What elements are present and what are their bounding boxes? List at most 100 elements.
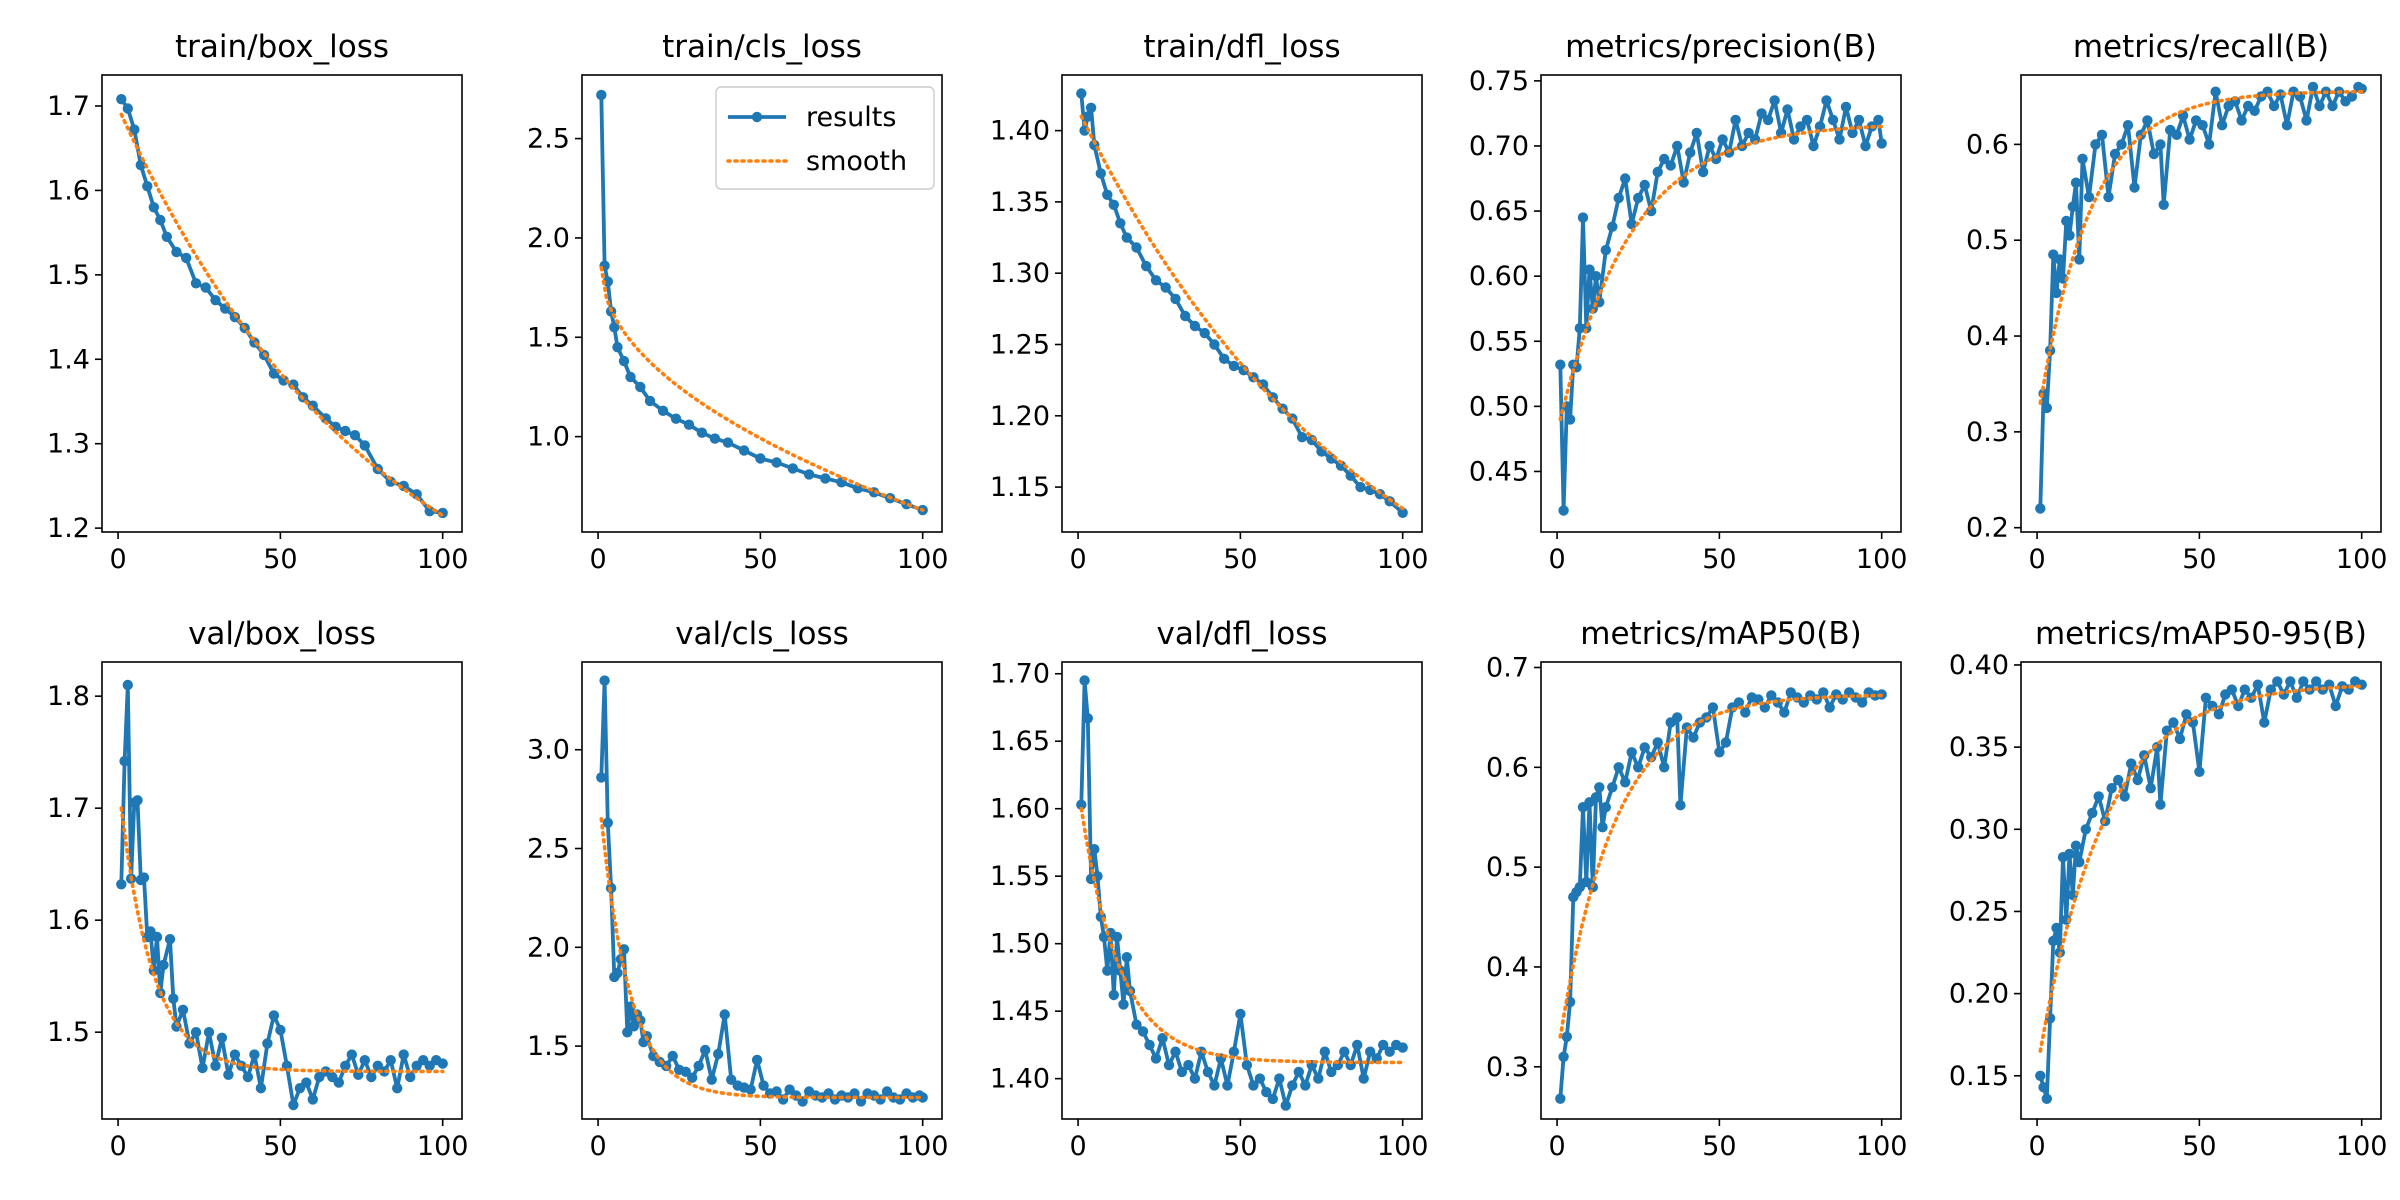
results-point: [2148, 148, 2160, 160]
results-point: [2311, 676, 2322, 687]
results-point: [1209, 1080, 1220, 1091]
results-point: [1199, 327, 1210, 339]
results-point: [2054, 254, 2065, 265]
results-point: [687, 1072, 698, 1083]
results-point: [155, 214, 166, 226]
results-point: [2087, 807, 2098, 819]
results-point: [1163, 1059, 1175, 1071]
y-tick-label: 0.20: [1949, 979, 2009, 1010]
y-tick-label: 1.3: [47, 429, 90, 460]
results-point: [820, 473, 831, 484]
x-tick-label: 50: [1223, 1131, 1257, 1162]
results-point: [1613, 762, 1624, 773]
results-point: [1818, 687, 1829, 698]
results-point: [2103, 191, 2114, 203]
results-point: [1121, 232, 1133, 243]
series-results-line: [1079, 93, 1404, 515]
results-point: [2041, 1093, 2052, 1105]
results-point: [1274, 1073, 1285, 1084]
series-smooth-line: [1079, 806, 1405, 1065]
results-point: [275, 1024, 286, 1036]
results-point: [1740, 707, 1751, 718]
series-smooth-line: [1558, 124, 1884, 422]
results-point: [203, 1027, 215, 1038]
results-point: [1108, 199, 1120, 210]
results-point: [2249, 105, 2260, 117]
results-point: [1365, 1046, 1376, 1057]
series-results-line: [119, 98, 443, 515]
results-point: [346, 1049, 357, 1060]
results-point: [135, 159, 146, 171]
results-point: [1095, 168, 1107, 179]
results-point: [599, 675, 610, 686]
x-tick-label: 100: [2336, 1131, 2388, 1162]
subplot-train-dfl-loss: train/dfl_loss 0 50 100 1.15 1.20 1.25 1.30 1.35…: [990, 29, 1429, 575]
x-tick-label: 0: [1548, 544, 1565, 575]
results-point: [2307, 81, 2319, 93]
y-tick-label: 1.7: [47, 91, 90, 122]
results-point: [644, 395, 656, 407]
results-point: [288, 1099, 299, 1111]
results-point: [1267, 1093, 1279, 1105]
results-point: [1675, 800, 1686, 811]
y-tick-label: 1.8: [47, 681, 90, 712]
results-point: [2210, 86, 2221, 97]
results-point: [340, 1060, 351, 1072]
results-point: [2126, 758, 2137, 769]
results-point: [609, 322, 620, 333]
results-point: [1824, 702, 1835, 713]
x-tick-label: 0: [1069, 1131, 1086, 1162]
plot-area: [116, 679, 448, 1111]
x-tick-label: 100: [1377, 1131, 1429, 1162]
series-smooth-line: [2038, 89, 2364, 405]
results-point: [2298, 676, 2309, 687]
results-point: [122, 679, 133, 691]
results-point: [359, 440, 370, 451]
axes-frame: [101, 74, 463, 533]
subplot-title: train/dfl_loss: [1143, 29, 1340, 65]
results-point: [1102, 965, 1113, 976]
results-point: [2181, 709, 2192, 720]
results-point: [771, 457, 782, 468]
y-tick-label: 0.6: [1966, 129, 2009, 160]
results-point: [223, 1069, 234, 1081]
results-point: [1378, 1039, 1389, 1051]
y-tick-label: 0.40: [1949, 650, 2009, 681]
results-point: [255, 1083, 267, 1094]
y-tick-label: 1.25: [990, 329, 1050, 360]
results-point: [333, 1077, 344, 1088]
x-tick-label: 50: [2182, 1131, 2216, 1162]
results-point: [696, 427, 708, 438]
results-point: [1639, 742, 1650, 753]
results-point: [803, 469, 815, 480]
axes-frame: [1540, 74, 1902, 533]
x-tick-label: 100: [897, 544, 949, 575]
results-point: [1076, 799, 1087, 810]
plot-area: [2035, 676, 2367, 1105]
legend-box: [715, 86, 935, 190]
results-point: [2216, 120, 2228, 131]
results-point: [1720, 737, 1732, 748]
results-point: [1639, 179, 1650, 191]
y-tick-label: 1.55: [990, 861, 1050, 892]
results-point: [1733, 697, 1745, 708]
results-point: [2291, 692, 2302, 703]
results-point: [1620, 777, 1631, 788]
results-point: [129, 124, 140, 135]
y-tick-label: 1.30: [990, 258, 1050, 289]
results-point: [667, 1050, 678, 1062]
y-tick-label: 0.7: [1486, 652, 1529, 683]
subplot-val-dfl-loss: val/dfl_loss 0 50 100 1.40 1.45 1.50 1.55 1.60 1.…: [990, 616, 1429, 1162]
y-tick-label: 0.35: [1949, 732, 2009, 763]
results-point: [1779, 707, 1790, 718]
results-point: [1384, 1046, 1395, 1057]
results-point: [142, 181, 153, 192]
series-results-line: [119, 683, 444, 1107]
results-point: [1280, 1100, 1292, 1111]
x-tick-label: 0: [109, 1131, 126, 1162]
results-point: [398, 1049, 409, 1060]
y-tick-label: 1.2: [47, 513, 90, 544]
results-point: [1131, 242, 1142, 253]
plot-area: [596, 675, 928, 1107]
series-results-line: [599, 94, 924, 512]
